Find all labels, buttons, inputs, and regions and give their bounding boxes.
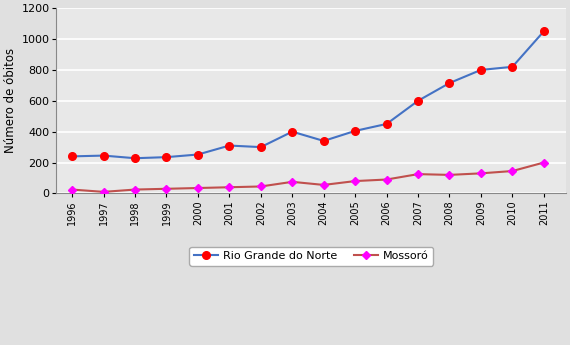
Mossoró (509, 169, 516, 173)
Mossoró (226, 185, 233, 189)
Mossoró (352, 179, 359, 183)
Mossoró (69, 187, 76, 191)
Mossoró (132, 187, 139, 191)
Y-axis label: Número de óbitos: Número de óbitos (4, 48, 17, 154)
Mossoró (383, 177, 390, 181)
Mossoró (320, 183, 327, 187)
Mossoró (446, 173, 453, 177)
Rio Grande do Norte (414, 99, 421, 103)
Mossoró (163, 187, 170, 191)
Line: Mossoró: Mossoró (69, 159, 547, 195)
Legend: Rio Grande do Norte, Mossoró: Rio Grande do Norte, Mossoró (189, 247, 433, 266)
Mossoró (258, 184, 264, 188)
Rio Grande do Norte (352, 129, 359, 133)
Rio Grande do Norte (258, 145, 264, 149)
Rio Grande do Norte (226, 144, 233, 148)
Mossoró (414, 172, 421, 176)
Mossoró (100, 190, 107, 194)
Mossoró (194, 186, 201, 190)
Line: Rio Grande do Norte: Rio Grande do Norte (68, 28, 548, 162)
Rio Grande do Norte (383, 122, 390, 126)
Rio Grande do Norte (194, 152, 201, 157)
Mossoró (289, 180, 296, 184)
Rio Grande do Norte (509, 65, 516, 69)
Rio Grande do Norte (100, 154, 107, 158)
Mossoró (478, 171, 484, 175)
Rio Grande do Norte (320, 139, 327, 143)
Rio Grande do Norte (446, 81, 453, 85)
Rio Grande do Norte (132, 156, 139, 160)
Rio Grande do Norte (163, 155, 170, 159)
Mossoró (540, 160, 547, 165)
Rio Grande do Norte (69, 154, 76, 158)
Rio Grande do Norte (540, 29, 547, 33)
Rio Grande do Norte (289, 130, 296, 134)
Rio Grande do Norte (478, 68, 484, 72)
